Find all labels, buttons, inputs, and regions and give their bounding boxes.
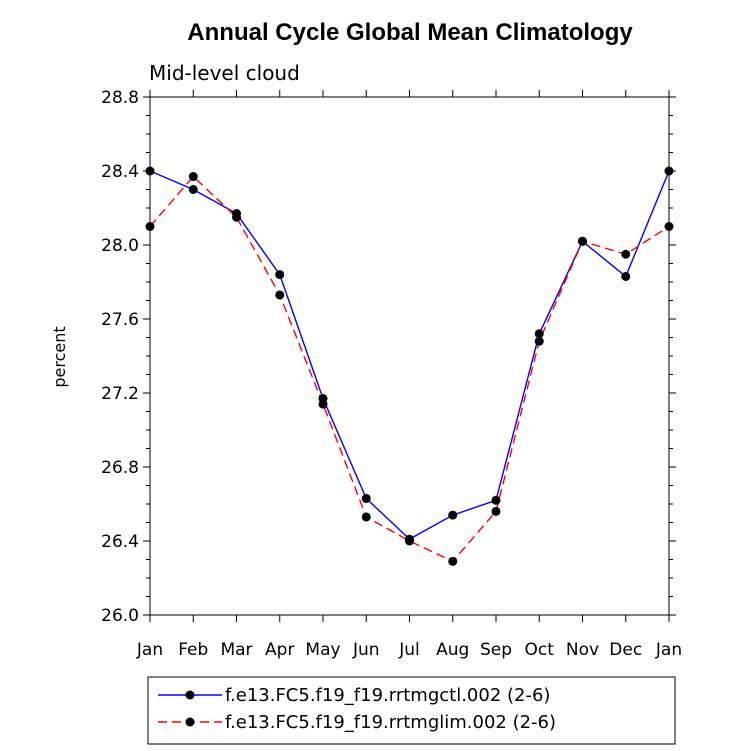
series-2-point xyxy=(491,506,501,516)
x-tick-label: Mar xyxy=(220,640,252,660)
x-tick-label: Jun xyxy=(352,640,380,660)
series-1-point xyxy=(188,185,198,194)
y-tick-labels: 26.0 26.4 26.8 27.2 27.6 28.0 28.4 28.8 xyxy=(101,88,139,626)
x-tick-label: Nov xyxy=(566,640,599,660)
legend-marker-1 xyxy=(185,690,195,700)
series-2-point xyxy=(405,536,414,546)
series-1-point xyxy=(145,166,155,176)
y-tick-label: 26.0 xyxy=(101,606,139,626)
series-2-point xyxy=(534,336,544,346)
y-axis-label: percent xyxy=(50,326,69,387)
series-2-point xyxy=(275,290,285,300)
series-1-point xyxy=(621,271,631,281)
y-tick-label: 28.8 xyxy=(101,88,139,108)
series-2-point xyxy=(621,249,631,259)
y-tick-label: 28.4 xyxy=(101,162,139,182)
series-2-point xyxy=(232,212,241,222)
x-tick-label: Jul xyxy=(398,640,420,660)
series-2-point xyxy=(188,172,198,182)
series-1-point xyxy=(361,493,371,503)
series-1-point xyxy=(534,329,544,339)
series-group xyxy=(145,166,674,566)
series-line-2 xyxy=(149,175,670,563)
series-2-point xyxy=(578,236,587,246)
x-tick-label: Dec xyxy=(609,640,642,660)
series-2-point xyxy=(318,399,328,409)
legend-marker-2 xyxy=(185,717,195,727)
x-tick-label: Jan xyxy=(655,640,682,660)
y-tick-label: 27.6 xyxy=(101,310,139,330)
x-tick-label: Jan xyxy=(136,640,163,660)
legend-label-1: f.e13.FC5.f19_f19.rrtmgctl.002 (2-6) xyxy=(225,685,550,706)
series-1-point xyxy=(491,495,501,505)
x-tick-label: May xyxy=(305,640,340,660)
series-line-1 xyxy=(149,170,670,541)
series-2-point xyxy=(448,556,458,566)
series-2-point xyxy=(361,512,371,522)
series-2-point xyxy=(664,222,674,231)
y-tick-label: 27.2 xyxy=(101,384,139,404)
x-tick-label: Oct xyxy=(525,640,555,660)
x-tick-label: Sep xyxy=(480,640,512,660)
x-tick-label: Aug xyxy=(436,640,469,660)
legend: f.e13.FC5.f19_f19.rrtmgctl.002 (2-6) f.e1… xyxy=(158,685,556,733)
series-2-point xyxy=(145,222,155,231)
x-tick-label: Feb xyxy=(178,640,208,660)
series-1-point xyxy=(448,510,458,520)
legend-label-2: f.e13.FC5.f19_f19.rrtmglim.002 (2-6) xyxy=(225,712,556,733)
x-tick-labels: Jan Feb Mar Apr May Jun Jul Aug Sep Oct Nov Dec Jan xyxy=(136,640,682,660)
y-tick-label: 28.0 xyxy=(101,236,139,256)
x-tick-label: Apr xyxy=(265,640,294,660)
chart-title: Annual Cycle Global Mean Climatology xyxy=(187,19,633,46)
series-1-point xyxy=(664,166,674,176)
series-1-point xyxy=(275,270,285,280)
chart-subtitle: Mid-level cloud xyxy=(149,61,300,85)
legend-box xyxy=(147,676,676,745)
y-tick-label: 26.4 xyxy=(101,532,139,552)
y-tick-label: 26.8 xyxy=(101,458,139,478)
